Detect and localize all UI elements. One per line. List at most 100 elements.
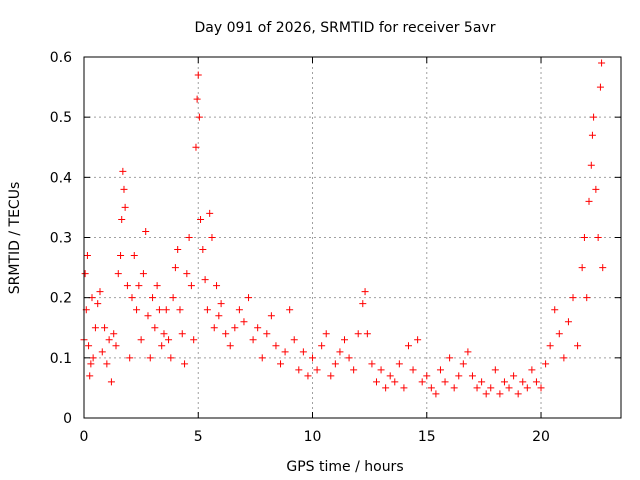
data-point	[555, 330, 563, 338]
data-point	[304, 372, 312, 380]
data-point	[368, 360, 376, 368]
data-point	[578, 264, 586, 272]
data-point	[450, 384, 458, 392]
data-point	[267, 312, 275, 320]
data-point	[169, 294, 177, 302]
y-tick-label: 0.4	[50, 170, 72, 186]
data-point	[491, 366, 499, 374]
data-point	[153, 282, 161, 290]
data-point	[208, 234, 216, 241]
x-tick-label: 10	[304, 429, 322, 445]
y-tick-label: 0	[63, 411, 72, 427]
chart-title: Day 091 of 2026, SRMTID for receiver 5av…	[195, 20, 496, 36]
data-point	[551, 306, 559, 314]
data-point	[473, 384, 481, 392]
data-point	[596, 83, 604, 91]
data-point	[564, 318, 572, 326]
data-point	[290, 336, 298, 344]
data-point	[86, 372, 94, 380]
data-point	[514, 390, 522, 398]
data-point	[85, 342, 93, 350]
data-point	[313, 366, 321, 374]
y-axis-label: SRMTID / TECUs	[7, 182, 23, 295]
data-point	[213, 282, 221, 290]
data-point	[151, 324, 159, 332]
data-point	[181, 360, 189, 368]
data-point	[130, 252, 138, 260]
axis-ticks: 0 5 10 15 20 0 0.1 0.2 0.3 0.4 0.5 0.6	[50, 50, 621, 445]
data-point	[135, 282, 143, 290]
data-point	[210, 324, 218, 332]
data-point	[361, 288, 369, 296]
data-point	[235, 306, 243, 314]
data-point	[363, 330, 371, 338]
data-point	[386, 372, 394, 380]
data-point	[400, 384, 408, 392]
data-point	[254, 324, 262, 332]
data-point	[496, 390, 504, 398]
data-point	[441, 378, 449, 386]
data-point	[114, 270, 122, 278]
data-point	[258, 354, 266, 362]
data-point	[199, 246, 207, 254]
data-point	[183, 270, 191, 278]
data-point	[299, 348, 307, 356]
data-point	[190, 336, 198, 344]
data-point	[519, 378, 527, 386]
data-point	[142, 227, 150, 235]
data-point	[583, 294, 591, 302]
data-point	[155, 306, 163, 314]
data-point	[354, 330, 362, 338]
data-point	[372, 378, 380, 386]
data-point	[350, 366, 358, 374]
data-point	[231, 324, 239, 332]
data-point	[414, 336, 422, 344]
data-point	[345, 354, 353, 362]
data-point	[107, 378, 115, 386]
data-point	[126, 354, 134, 362]
data-point	[560, 354, 568, 362]
data-point	[185, 234, 193, 241]
data-point	[537, 384, 545, 392]
data-point	[81, 270, 89, 278]
x-tick-label: 20	[532, 429, 550, 445]
y-tick-label: 0.6	[50, 50, 72, 66]
data-point	[382, 384, 390, 392]
data-point	[395, 360, 403, 368]
data-point	[505, 384, 513, 392]
data-point	[91, 324, 99, 332]
data-point	[598, 59, 606, 67]
data-point	[128, 294, 136, 302]
data-point	[455, 372, 463, 380]
data-point	[569, 294, 577, 302]
data-point	[187, 282, 195, 290]
data-point	[391, 378, 399, 386]
data-point	[263, 330, 271, 338]
data-point	[487, 384, 495, 392]
data-point	[510, 372, 518, 380]
data-point	[118, 215, 126, 223]
data-point	[588, 131, 596, 139]
data-point	[87, 360, 95, 368]
data-point	[286, 306, 294, 314]
data-point	[427, 384, 435, 392]
data-point	[249, 336, 257, 344]
data-point	[281, 348, 289, 356]
data-point	[546, 342, 554, 350]
y-tick-label: 0.5	[50, 110, 72, 126]
data-point	[105, 336, 113, 344]
data-point	[178, 330, 186, 338]
data-point	[176, 306, 184, 314]
data-points	[80, 59, 607, 398]
data-point	[119, 167, 127, 175]
data-point	[309, 354, 317, 362]
data-point	[139, 270, 147, 278]
data-point	[167, 354, 175, 362]
data-point	[482, 390, 490, 398]
data-point	[459, 360, 467, 368]
data-point	[222, 330, 230, 338]
data-point	[500, 378, 508, 386]
data-point	[123, 282, 131, 290]
data-point	[331, 360, 339, 368]
data-point	[528, 366, 536, 374]
